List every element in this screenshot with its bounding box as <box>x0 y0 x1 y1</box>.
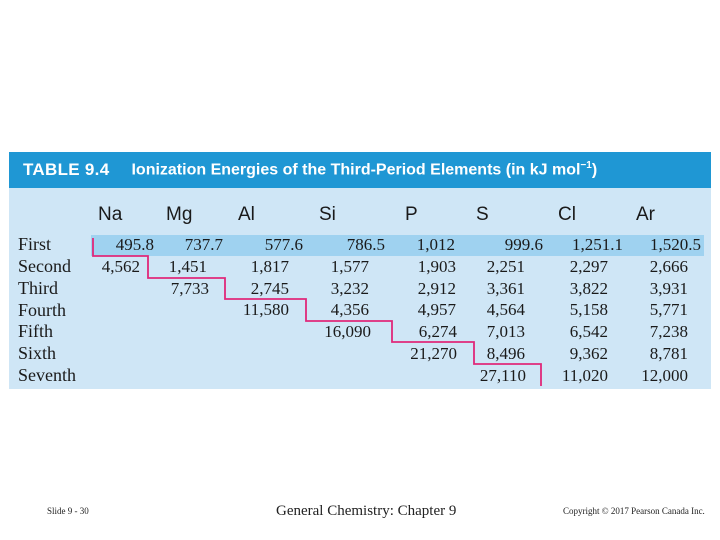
cell-fourth-si: 4,356 <box>330 300 369 319</box>
cell-third-cl: 3,822 <box>569 279 608 298</box>
row-label-first: First <box>18 234 52 254</box>
cell-second-p: 1,903 <box>417 257 456 276</box>
column-header-s: S <box>476 204 489 225</box>
cell-third-al: 2,745 <box>250 279 289 298</box>
column-header-si: Si <box>319 204 336 225</box>
copyright-notice: Copyright © 2017 Pearson Canada Inc. <box>563 506 705 516</box>
cell-first-ar: 1,520.5 <box>650 235 701 254</box>
cell-seventh-ar: 12,000 <box>641 366 688 385</box>
cell-sixth-s: 8,496 <box>486 344 525 363</box>
row-label-sixth: Sixth <box>18 343 57 363</box>
course-title: General Chemistry: Chapter 9 <box>276 503 457 519</box>
column-header-al: Al <box>238 204 255 225</box>
cell-third-ar: 3,931 <box>649 279 688 298</box>
cell-sixth-cl: 9,362 <box>569 344 608 363</box>
cell-fifth-ar: 7,238 <box>649 322 688 341</box>
cell-first-s: 999.6 <box>504 235 543 254</box>
cell-first-na: 495.8 <box>115 235 154 254</box>
column-header-ar: Ar <box>636 204 655 225</box>
cell-third-si: 3,232 <box>330 279 369 298</box>
row-label-fifth: Fifth <box>18 321 54 341</box>
column-header-p: P <box>405 204 418 225</box>
cell-fourth-p: 4,957 <box>417 300 456 319</box>
cell-fifth-p: 6,274 <box>418 322 457 341</box>
cell-third-s: 3,361 <box>486 279 525 298</box>
cell-fifth-s: 7,013 <box>486 322 525 341</box>
ionization-energy-table: TABLE 9.4 Ionization Energies of the Thi… <box>9 152 711 389</box>
cell-seventh-cl: 11,020 <box>561 366 608 385</box>
cell-second-na: 4,562 <box>101 257 140 276</box>
cell-second-si: 1,577 <box>330 257 369 276</box>
cell-second-cl: 2,297 <box>569 257 608 276</box>
cell-fifth-si: 16,090 <box>324 322 371 341</box>
first-row-highlight <box>91 235 704 256</box>
table-title: Ionization Energies of the Third-Period … <box>131 160 598 179</box>
cell-third-p: 2,912 <box>417 279 456 298</box>
cell-first-mg: 737.7 <box>184 235 223 254</box>
row-label-second: Second <box>18 256 71 276</box>
row-label-fourth: Fourth <box>18 300 67 320</box>
table-label: TABLE 9.4 <box>23 160 110 179</box>
row-label-seventh: Seventh <box>18 365 76 385</box>
cell-fourth-s: 4,564 <box>486 300 525 319</box>
row-label-third: Third <box>18 278 58 298</box>
cell-sixth-p: 21,270 <box>410 344 457 363</box>
cell-fourth-al: 11,580 <box>242 300 289 319</box>
slide-number: Slide 9 - 30 <box>47 506 89 516</box>
cell-first-cl: 1,251.1 <box>572 235 623 254</box>
unit-exponent: −1 <box>580 160 592 172</box>
cell-seventh-s: 27,110 <box>479 366 526 385</box>
cell-first-al: 577.6 <box>264 235 303 254</box>
table-title-bar: TABLE 9.4 Ionization Energies of the Thi… <box>9 152 711 188</box>
cell-sixth-ar: 8,781 <box>649 344 688 363</box>
cell-second-ar: 2,666 <box>649 257 688 276</box>
cell-second-mg: 1,451 <box>168 257 207 276</box>
cell-first-p: 1,012 <box>416 235 455 254</box>
cell-second-al: 1,817 <box>250 257 289 276</box>
cell-third-mg: 7,733 <box>170 279 209 298</box>
core-electron-staircase-line <box>92 238 542 386</box>
cell-second-s: 2,251 <box>486 257 525 276</box>
cell-fourth-cl: 5,158 <box>569 300 608 319</box>
column-header-cl: Cl <box>558 204 576 225</box>
column-header-mg: Mg <box>166 204 193 225</box>
cell-fifth-cl: 6,542 <box>569 322 608 341</box>
cell-fourth-ar: 5,771 <box>649 300 688 319</box>
column-header-na: Na <box>98 204 123 225</box>
cell-first-si: 786.5 <box>346 235 385 254</box>
